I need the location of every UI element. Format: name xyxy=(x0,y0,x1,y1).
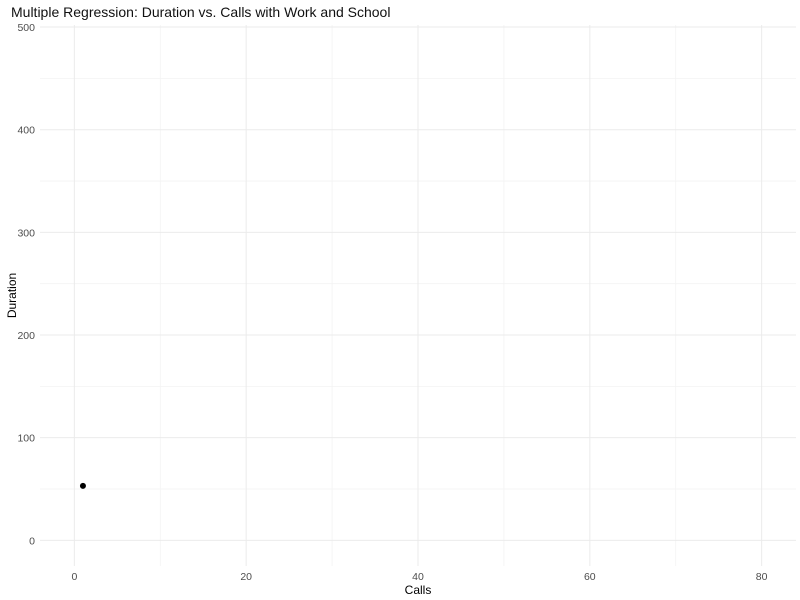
data-points xyxy=(79,482,86,489)
y-tick-label: 500 xyxy=(17,22,35,34)
tick-labels: 0 20 40 60 80 0 100 200 300 400 500 xyxy=(17,22,767,583)
x-tick-label: 0 xyxy=(71,571,77,583)
x-axis-title: Calls xyxy=(405,583,432,597)
y-tick-label: 0 xyxy=(29,535,35,547)
x-tick-label: 40 xyxy=(412,571,424,583)
x-tick-label: 80 xyxy=(756,571,768,583)
y-tick-label: 200 xyxy=(17,330,35,342)
x-tick-label: 20 xyxy=(240,571,252,583)
y-tick-label: 400 xyxy=(17,125,35,137)
data-point xyxy=(79,482,86,489)
y-tick-label: 100 xyxy=(17,433,35,445)
chart-title: Multiple Regression: Duration vs. Calls … xyxy=(11,4,391,20)
x-tick-label: 60 xyxy=(584,571,596,583)
grid-lines xyxy=(40,25,796,566)
y-axis-title: Duration xyxy=(5,273,19,318)
y-tick-label: 300 xyxy=(17,227,35,239)
